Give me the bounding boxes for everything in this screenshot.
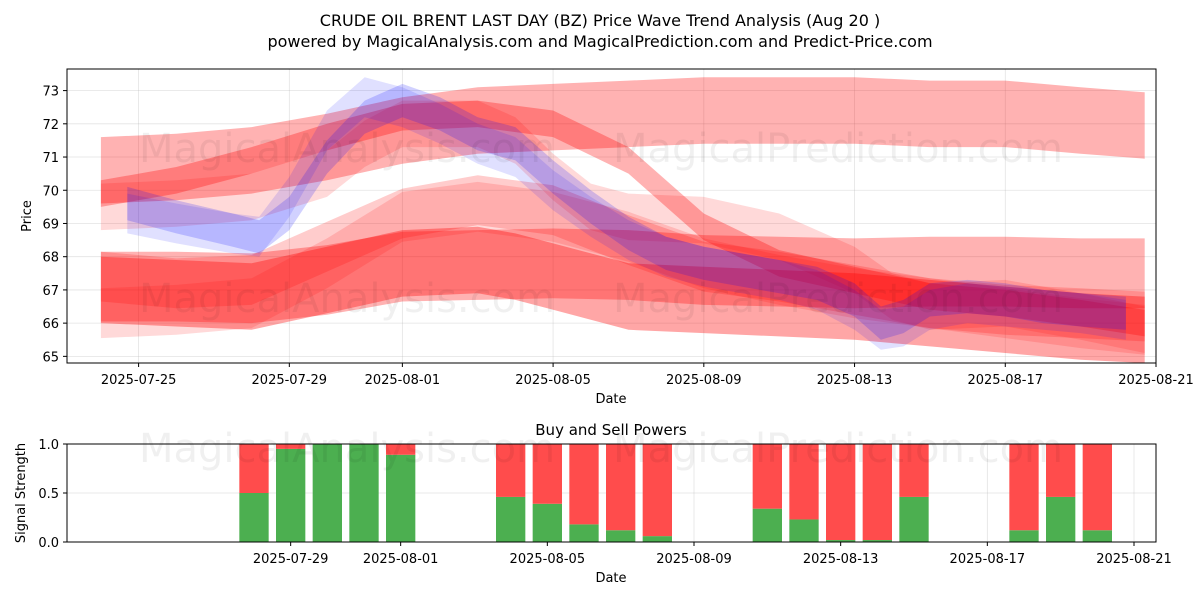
chart-title: CRUDE OIL BRENT LAST DAY (BZ) Price Wave… [320, 11, 880, 30]
signal-x-tick-label: 2025-07-29 [253, 552, 329, 567]
sell-power-bar [606, 444, 636, 531]
sell-power-bar [386, 444, 416, 455]
price-axis-ticks: 2025-07-25 2025-07-29 2025-08-01 2025-08-05… [42, 85, 1193, 388]
buy-power-bar [899, 496, 929, 542]
red-wave-1 [100, 226, 1145, 363]
signal-bars [239, 444, 1112, 542]
sell-power-bar [789, 444, 819, 520]
signal-x-tick-label: 2025-08-17 [950, 552, 1026, 567]
sell-power-bar [1046, 444, 1076, 497]
blue-wave-2 [127, 77, 1126, 350]
signal-y-tick-label: 1.0 [38, 438, 59, 453]
signal-x-tick-label: 2025-08-01 [363, 552, 439, 567]
price-x-tick-label: 2025-08-13 [817, 373, 893, 388]
price-x-axis-label: Date [595, 392, 626, 407]
price-y-tick-label: 70 [42, 184, 59, 199]
price-y-tick-label: 71 [42, 151, 59, 166]
sell-power-bar [899, 444, 929, 497]
price-y-tick-label: 69 [42, 217, 59, 232]
buy-power-bar [1082, 530, 1112, 542]
price-x-tick-label: 2025-08-21 [1118, 373, 1194, 388]
price-x-tick-label: 2025-07-25 [101, 373, 177, 388]
signal-axis-ticks: 2025-07-29 2025-08-01 2025-08-05 2025-08-09… [38, 438, 1171, 567]
signal-y-tick-label: 0.0 [38, 536, 59, 551]
watermark-prediction-top: MagicalPrediction.com [613, 126, 1063, 172]
price-y-tick-label: 68 [42, 251, 59, 266]
buy-sell-title: Buy and Sell Powers [535, 421, 687, 439]
price-y-tick-label: 72 [42, 118, 59, 133]
buy-power-bar [606, 530, 636, 542]
sell-power-bar [569, 444, 599, 525]
buy-sell-power-chart: Buy and Sell Powers MagicalAnalysis.com … [14, 421, 1172, 586]
sell-power-bar [752, 444, 782, 509]
watermark-analysis-bottom: MagicalAnalysis.com [139, 426, 555, 472]
price-x-tick-label: 2025-08-09 [666, 373, 742, 388]
red-upper-band [100, 77, 1145, 204]
price-wave-chart: MagicalAnalysis.com MagicalPrediction.co… [20, 68, 1194, 407]
buy-power-bar [276, 448, 306, 542]
red-wave-5 [100, 100, 1145, 337]
price-y-tick-label: 67 [42, 284, 59, 299]
price-plot-area [67, 69, 1156, 363]
price-gridlines [67, 69, 1157, 363]
signal-x-axis-label: Date [595, 571, 626, 586]
signal-y-axis-label: Signal Strength [14, 443, 29, 543]
chart-subtitle: powered by MagicalAnalysis.com and Magic… [267, 32, 932, 51]
buy-power-bar [496, 496, 526, 542]
sell-power-bar [496, 444, 526, 497]
signal-x-tick-label: 2025-08-09 [656, 552, 732, 567]
buy-power-bar [1046, 496, 1076, 542]
sell-power-bar [1009, 444, 1039, 531]
sell-power-bar [239, 444, 269, 493]
signal-x-tick-label: 2025-08-13 [803, 552, 879, 567]
blue-wave-1 [127, 83, 1126, 340]
buy-power-bar [312, 444, 342, 542]
price-watermarks: MagicalAnalysis.com MagicalPrediction.co… [139, 126, 1063, 322]
buy-power-bar [1009, 530, 1039, 542]
sell-power-bar [1082, 444, 1112, 531]
buy-power-bar [862, 540, 892, 542]
signal-watermarks: MagicalAnalysis.com MagicalPrediction.co… [139, 426, 1063, 472]
price-x-tick-label: 2025-08-17 [967, 373, 1043, 388]
buy-power-bar [642, 536, 672, 542]
price-y-axis-label: Price [20, 200, 35, 232]
price-y-tick-label: 66 [42, 317, 59, 332]
price-x-tick-label: 2025-08-05 [515, 373, 591, 388]
sell-power-bar [826, 444, 856, 541]
signal-x-tick-label: 2025-08-05 [510, 552, 586, 567]
signal-x-tick-label: 2025-08-21 [1096, 552, 1172, 567]
watermark-analysis-mid: MagicalAnalysis.com [139, 276, 555, 322]
price-y-tick-label: 73 [42, 85, 59, 100]
buy-power-bar [826, 540, 856, 542]
red-wave-2 [100, 175, 1145, 342]
buy-power-bar [349, 444, 379, 542]
price-plot-frame [66, 68, 1157, 364]
watermark-prediction-bottom: MagicalPrediction.com [613, 426, 1063, 472]
buy-power-bar [569, 524, 599, 542]
buy-power-bar [386, 454, 416, 542]
signal-plot-frame [66, 443, 1157, 543]
watermark-prediction-mid: MagicalPrediction.com [613, 276, 1063, 322]
sell-power-bar [532, 444, 562, 504]
watermark-analysis-top: MagicalAnalysis.com [139, 126, 555, 172]
price-wave-bands [100, 77, 1145, 363]
buy-power-bar [752, 508, 782, 542]
price-y-tick-label: 65 [42, 350, 59, 365]
buy-power-bar [239, 493, 269, 542]
red-wave-4 [100, 181, 1145, 355]
sell-power-bar [642, 444, 672, 537]
red-lower-band [100, 228, 1145, 324]
buy-power-bar [789, 519, 819, 542]
price-x-tick-label: 2025-07-29 [252, 373, 328, 388]
sell-power-bar [276, 444, 306, 449]
buy-power-bar [532, 503, 562, 542]
sell-power-bar [862, 444, 892, 541]
red-wave-3 [100, 100, 1145, 353]
price-x-tick-label: 2025-08-01 [365, 373, 441, 388]
signal-y-tick-label: 0.5 [38, 487, 59, 502]
